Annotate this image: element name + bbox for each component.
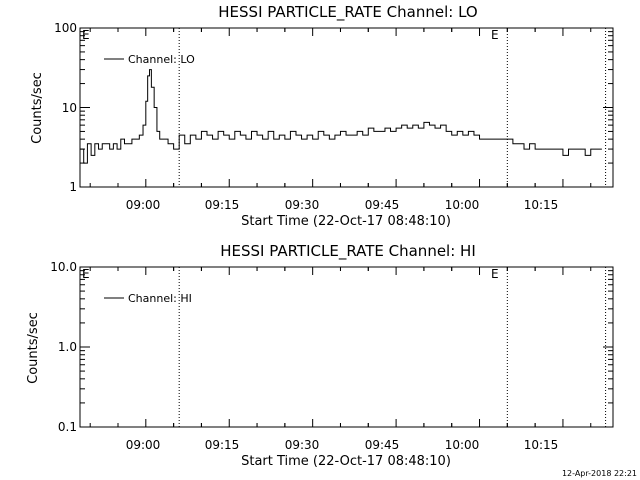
chart-lo: HESSI PARTICLE_RATE Channel: LO 100 10 1… — [30, 3, 614, 229]
chart-lo-x-axis-label: Start Time (22-Oct-17 08:48:10) — [241, 214, 451, 229]
chart-lo-x-tick-label: 09:15 — [205, 198, 240, 212]
chart-lo-annotations: E E — [82, 28, 499, 42]
chart-lo-annotation: E — [82, 28, 90, 42]
chart-lo-y-axis-label: Counts/sec — [30, 72, 45, 144]
chart-lo-x-tick-label: 10:15 — [524, 198, 559, 212]
chart-lo-series-line — [80, 69, 602, 164]
chart-lo-y-tick-label: 1 — [69, 180, 77, 194]
chart-hi-x-axis: 09:00 09:15 09:30 09:45 10:00 10:15 — [89, 267, 592, 452]
chart-hi-y-axis: 10.0 1.0 0.1 — [50, 260, 613, 434]
chart-lo-x-tick-label: 09:30 — [285, 198, 320, 212]
chart-hi-x-tick-label: 10:00 — [445, 438, 480, 452]
chart-hi-annotation: E — [82, 267, 90, 281]
chart-hi-x-tick-label: 09:15 — [205, 438, 240, 452]
chart-lo-y-axis: 100 10 1 — [54, 21, 613, 194]
chart-lo-x-axis: 09:00 09:15 09:30 09:45 10:00 10:15 — [89, 28, 592, 212]
chart-hi-title: HESSI PARTICLE_RATE Channel: HI — [220, 242, 476, 261]
chart-lo-title: HESSI PARTICLE_RATE Channel: LO — [218, 3, 477, 22]
chart-lo-markers — [178, 28, 607, 187]
chart-hi-annotation: E — [491, 267, 499, 281]
chart-hi-plot-frame — [79, 266, 614, 428]
chart-hi-markers — [178, 267, 607, 427]
chart-hi-x-tick-label: 09:30 — [285, 438, 320, 452]
chart-lo-x-tick-label: 10:00 — [445, 198, 480, 212]
chart-lo-x-tick-label: 09:00 — [126, 198, 161, 212]
chart-hi-x-tick-label: 09:45 — [365, 438, 400, 452]
chart-lo-annotation: E — [491, 28, 499, 42]
chart-hi-legend: Channel: HI — [104, 292, 192, 305]
chart-hi-annotations: E E — [82, 267, 499, 281]
chart-hi: HESSI PARTICLE_RATE Channel: HI 10.0 1.0… — [26, 242, 614, 469]
chart-hi-x-tick-label: 09:00 — [126, 438, 161, 452]
chart-lo-x-tick-label: 09:45 — [365, 198, 400, 212]
chart-lo-y-tick-label: 10 — [62, 101, 77, 115]
chart-hi-y-tick-label: 10.0 — [50, 260, 77, 274]
chart-lo-series — [80, 69, 602, 164]
chart-hi-y-tick-label: 0.1 — [58, 420, 77, 434]
chart-hi-legend-label: Channel: HI — [128, 292, 192, 305]
chart-lo-legend: Channel: LO — [104, 53, 195, 66]
footer-timestamp: 12-Apr-2018 22:21 — [562, 469, 637, 478]
chart-lo-legend-label: Channel: LO — [128, 53, 195, 66]
chart-hi-y-axis-label: Counts/sec — [26, 312, 41, 384]
chart-lo-plot-frame — [79, 27, 614, 188]
chart-hi-y-tick-label: 1.0 — [58, 340, 77, 354]
chart-hi-x-axis-label: Start Time (22-Oct-17 08:48:10) — [241, 454, 451, 469]
chart-hi-x-tick-label: 10:15 — [524, 438, 559, 452]
chart-lo-y-tick-label: 100 — [54, 21, 77, 35]
